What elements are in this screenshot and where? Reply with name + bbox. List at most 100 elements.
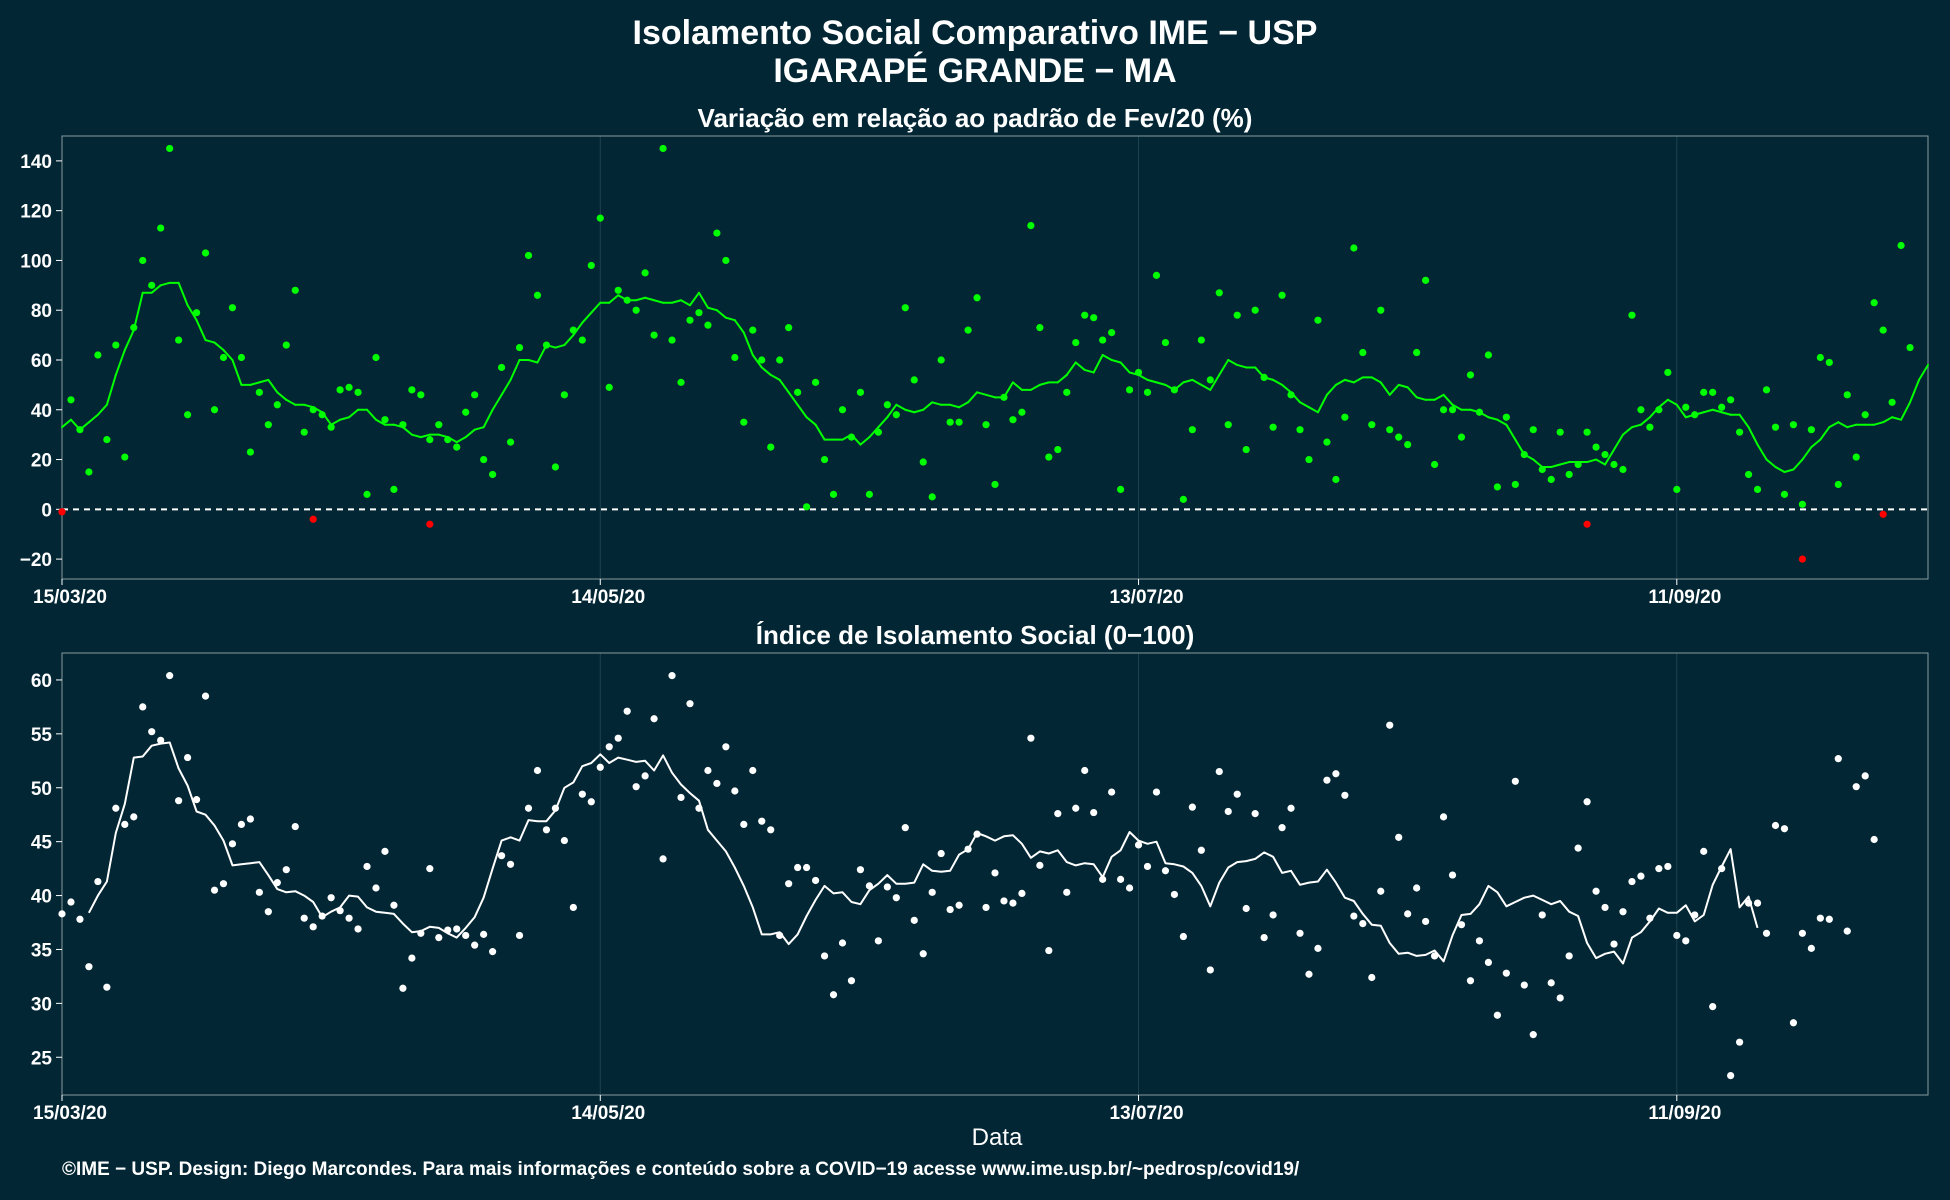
variation-data-point [1798,500,1807,508]
index-data-point [937,849,945,858]
index-x-tick-label: 13/07/20 [1110,1103,1184,1124]
variation-moving-average-segment [1065,361,1077,376]
variation-data-point [1197,336,1205,344]
index-data-point [462,931,470,940]
index-data-point [157,736,165,744]
variation-data-point [767,443,775,451]
variation-x-tick-label: 15/03/20 [33,587,107,608]
variation-moving-average-segment [1747,426,1759,446]
index-data-point [1816,914,1824,922]
variation-data-point [506,438,515,446]
index-data-point [542,826,551,834]
index-data-point [1484,958,1493,967]
variation-data-point [1744,470,1753,479]
index-data-point [776,931,784,940]
variation-negative-point [1583,520,1591,528]
index-data-point [166,672,174,680]
variation-moving-average-segment [680,299,691,307]
variation-moving-average-segment [895,403,907,411]
variation-data-point [130,324,138,332]
variation-moving-average-segment [159,281,171,287]
variation-moving-average-segment [401,426,413,436]
variation-data-point [1475,408,1484,416]
index-data-point [372,884,380,892]
variation-moving-average-segment [1074,361,1086,371]
variation-data-point [1063,388,1071,396]
variation-moving-average-segment [760,366,772,376]
variation-data-point [1108,329,1116,337]
variation-data-point [1332,475,1340,484]
variation-data-point [210,406,219,414]
variation-data-point [183,411,192,419]
index-data-point [1439,813,1448,821]
index-data-point [1027,734,1035,742]
index-data-point [623,707,631,715]
index-data-point [273,879,281,887]
variation-data-point [1852,453,1860,461]
index-data-point [103,983,111,991]
variation-data-point [444,436,452,444]
variation-moving-average-segment [123,329,135,352]
variation-data-point [1538,465,1546,474]
index-data-point [1430,952,1439,960]
variation-data-point [166,144,174,153]
index-data-point [731,787,739,795]
variation-moving-average-segment [1630,423,1642,429]
variation-data-point [1448,406,1457,414]
index-data-point [1099,875,1107,883]
variation-data-point [1457,433,1466,441]
index-data-point [1565,952,1573,960]
index-data-point [1700,847,1708,855]
variation-data-point [103,436,111,444]
index-data-point [785,880,793,888]
variation-data-point [435,421,443,429]
index-data-point [1852,783,1860,791]
index-data-point [1081,766,1089,775]
chart-title-line1: Isolamento Social Comparativo IME − USP [633,14,1318,52]
index-data-point [1475,937,1484,945]
variation-moving-average-segment [1191,378,1203,386]
index-data-point [148,728,156,736]
variation-moving-average-segment [949,403,961,409]
index-data-point [1377,887,1385,895]
variation-data-point [713,229,721,237]
variation-data-point [973,294,981,302]
index-data-point [722,743,730,751]
index-data-point [1448,871,1457,879]
variation-data-point [820,455,829,464]
variation-data-point [94,351,102,359]
variation-moving-average-segment [1810,438,1822,449]
index-y-tick-label: 35 [31,940,53,961]
index-data-point [1520,981,1528,989]
variation-moving-average-segment [1756,443,1768,461]
variation-moving-average-segment [1451,403,1463,411]
variation-data-point [1269,423,1277,431]
variation-data-point [1386,426,1394,434]
variation-data-point [1045,453,1053,461]
variation-data-point [803,503,811,511]
index-data-point [139,703,147,711]
variation-moving-average-segment [769,373,781,381]
variation-data-point [1224,421,1232,429]
variation-moving-average-segment [715,309,727,319]
index-data-point [219,880,228,888]
variation-data-point [901,304,909,312]
index-data-point [587,798,595,806]
variation-data-point [1583,428,1591,436]
variation-data-point [1655,406,1663,414]
variation-moving-average-segment [1792,458,1804,471]
index-data-point [749,766,757,775]
index-data-point [1386,721,1394,729]
variation-data-point [856,388,865,396]
variation-data-point [1780,490,1789,498]
variation-moving-average-segment [706,306,718,312]
variation-moving-average-segment [688,291,700,307]
variation-moving-average-segment [1487,416,1499,421]
variation-moving-average-segment [608,294,620,304]
index-data-point [1152,788,1161,796]
variation-data-point [1152,271,1161,279]
index-data-point [1134,841,1143,849]
variation-data-point [1529,426,1537,434]
variation-moving-average-segment [1307,406,1319,414]
